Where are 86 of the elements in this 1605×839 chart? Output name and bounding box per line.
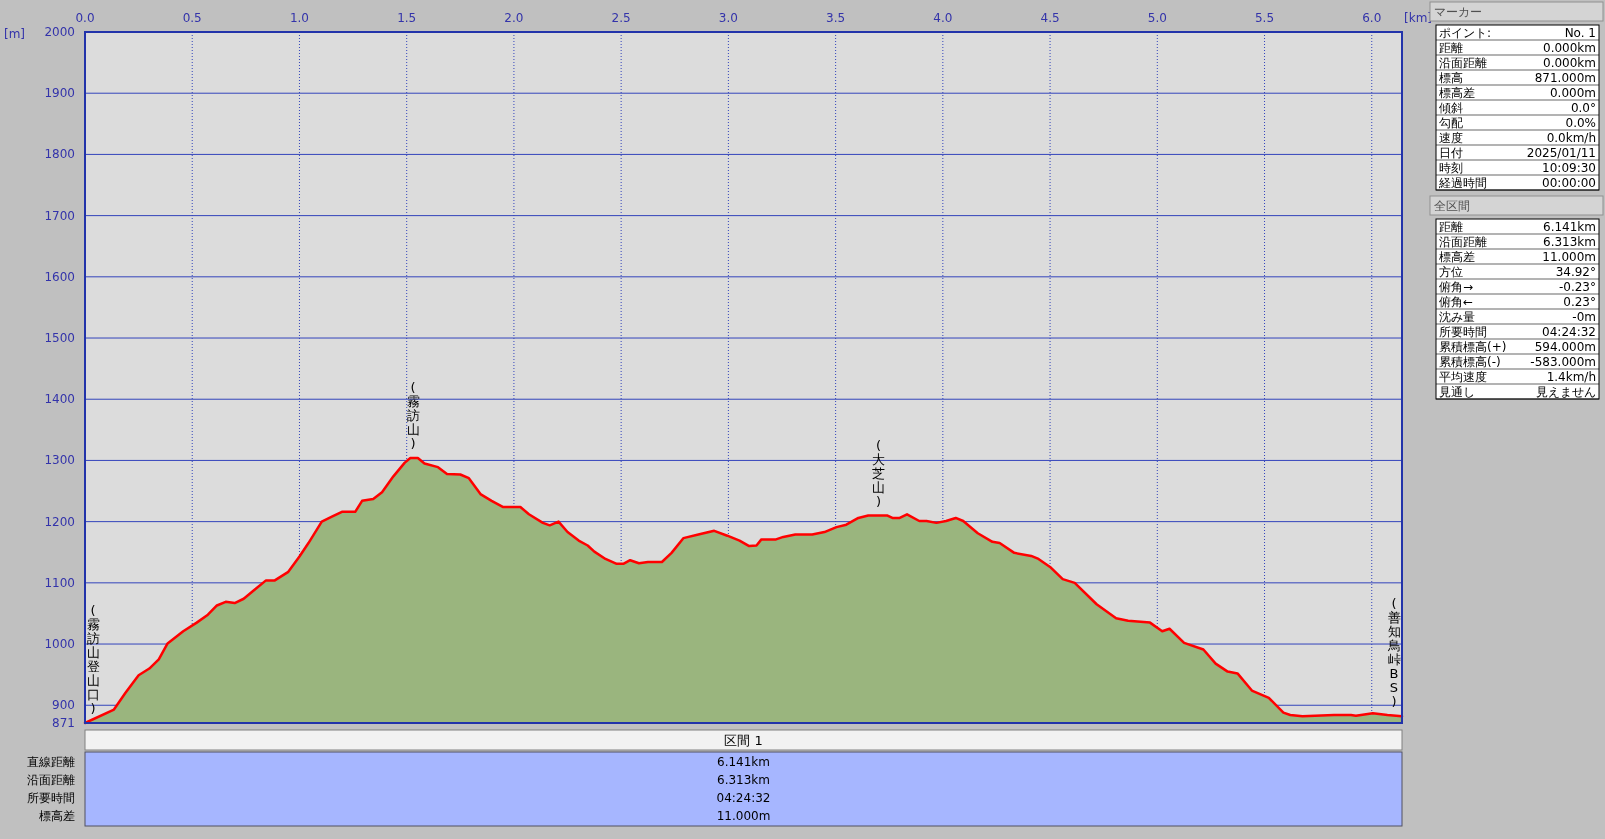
- text: 04:24:32: [1542, 325, 1596, 339]
- y-tick-label: 871: [52, 716, 75, 730]
- text: 871.000m: [1534, 71, 1596, 85]
- text: 勾配: [1439, 116, 1463, 130]
- text: 累積標高(+): [1439, 340, 1507, 354]
- y-tick-label: 1800: [44, 147, 75, 162]
- text: 0.000km: [1543, 56, 1596, 70]
- text: 標高差: [1439, 86, 1475, 100]
- text: 6.313km: [1543, 235, 1596, 249]
- x-tick-label: 5.5: [1254, 11, 1275, 25]
- y-tick-label: 1500: [44, 331, 75, 346]
- text: 00:00:00: [1542, 176, 1596, 190]
- text: 04:24:32: [716, 791, 771, 805]
- text: 11.000m: [716, 809, 771, 823]
- text: 直線距離: [27, 755, 75, 769]
- y-tick-label: 1100: [44, 575, 75, 590]
- text: 11.000m: [1542, 250, 1596, 264]
- text: 方位: [1439, 265, 1463, 279]
- text: 距離: [1439, 220, 1463, 234]
- x-tick-label: 6.0: [1362, 11, 1382, 25]
- text: 標高: [1439, 71, 1463, 85]
- text: 俯角→: [1439, 280, 1474, 294]
- y-tick-label: 1700: [44, 208, 75, 223]
- text: 速度: [1439, 131, 1463, 145]
- x-tick-label: 0.5: [182, 11, 202, 25]
- text: 見通し: [1439, 385, 1475, 399]
- text: ポイント:: [1439, 26, 1492, 40]
- text: 傾斜: [1439, 101, 1463, 115]
- y-tick-label: 1400: [44, 392, 75, 407]
- text: 累積標高(-): [1439, 355, 1501, 369]
- y-axis-title: [m]: [4, 27, 26, 41]
- x-tick-label: 2.0: [504, 11, 524, 25]
- text: 日付: [1439, 146, 1463, 160]
- text: 0.0°: [1570, 101, 1596, 115]
- text: 0.000m: [1549, 86, 1596, 100]
- text: 2025/01/11: [1526, 146, 1596, 160]
- x-tick-label: 5.0: [1147, 11, 1167, 25]
- text: 6.141km: [1543, 220, 1596, 234]
- text: 6.313km: [717, 773, 770, 787]
- x-tick-label: 1.5: [397, 11, 417, 25]
- annotation: (霧訪山登山口): [86, 603, 100, 716]
- text: 平均速度: [1439, 370, 1487, 384]
- text: 所要時間: [1439, 325, 1487, 339]
- text: 俯角←: [1439, 295, 1474, 309]
- y-tick-label: 1000: [44, 637, 75, 652]
- y-tick-label: 1900: [44, 86, 75, 101]
- text: 0.0km/h: [1546, 131, 1596, 145]
- text: 経過時間: [1438, 176, 1487, 190]
- y-tick-label: 2000: [44, 25, 75, 39]
- y-tick-label: 1200: [44, 514, 75, 529]
- text: 所要時間: [27, 791, 75, 805]
- x-tick-label: 4.5: [1040, 11, 1060, 25]
- text: 594.000m: [1534, 340, 1596, 354]
- text: 区間 1: [724, 733, 763, 748]
- text: -0m: [1572, 310, 1596, 324]
- text: 標高差: [39, 809, 75, 823]
- text: 全区間: [1434, 199, 1470, 213]
- text: 沿面距離: [1439, 56, 1487, 70]
- text: 0.0%: [1565, 116, 1596, 130]
- text: 34.92°: [1555, 265, 1596, 279]
- y-tick-label: 1300: [44, 453, 75, 468]
- y-tick-label: 900: [52, 698, 75, 713]
- text: 見えません: [1536, 385, 1596, 399]
- x-tick-label: 0.0: [75, 11, 95, 25]
- text: 標高差: [1439, 250, 1475, 264]
- text: 時刻: [1439, 161, 1463, 175]
- text: 6.141km: [717, 755, 770, 769]
- text: マーカー: [1434, 5, 1482, 19]
- text: No. 1: [1564, 26, 1596, 40]
- x-tick-label: 4.0: [933, 11, 953, 25]
- text: 1.4km/h: [1546, 370, 1596, 384]
- text: -583.000m: [1530, 355, 1596, 369]
- x-tick-label: 2.5: [611, 11, 631, 25]
- text: 0.000km: [1543, 41, 1596, 55]
- text: 10:09:30: [1542, 161, 1596, 175]
- text: -0.23°: [1558, 280, 1596, 294]
- x-tick-label: 3.0: [718, 11, 738, 25]
- text: 0.23°: [1563, 295, 1596, 309]
- text: 沿面距離: [27, 773, 75, 787]
- text: 沿面距離: [1439, 235, 1487, 249]
- x-tick-label: 3.5: [826, 11, 846, 25]
- annotation: (善知鳥峠BS): [1386, 596, 1401, 710]
- text: 沈み量: [1439, 310, 1475, 324]
- x-tick-label: 1.0: [289, 11, 310, 25]
- y-tick-label: 1600: [44, 269, 75, 284]
- text: 距離: [1439, 41, 1463, 55]
